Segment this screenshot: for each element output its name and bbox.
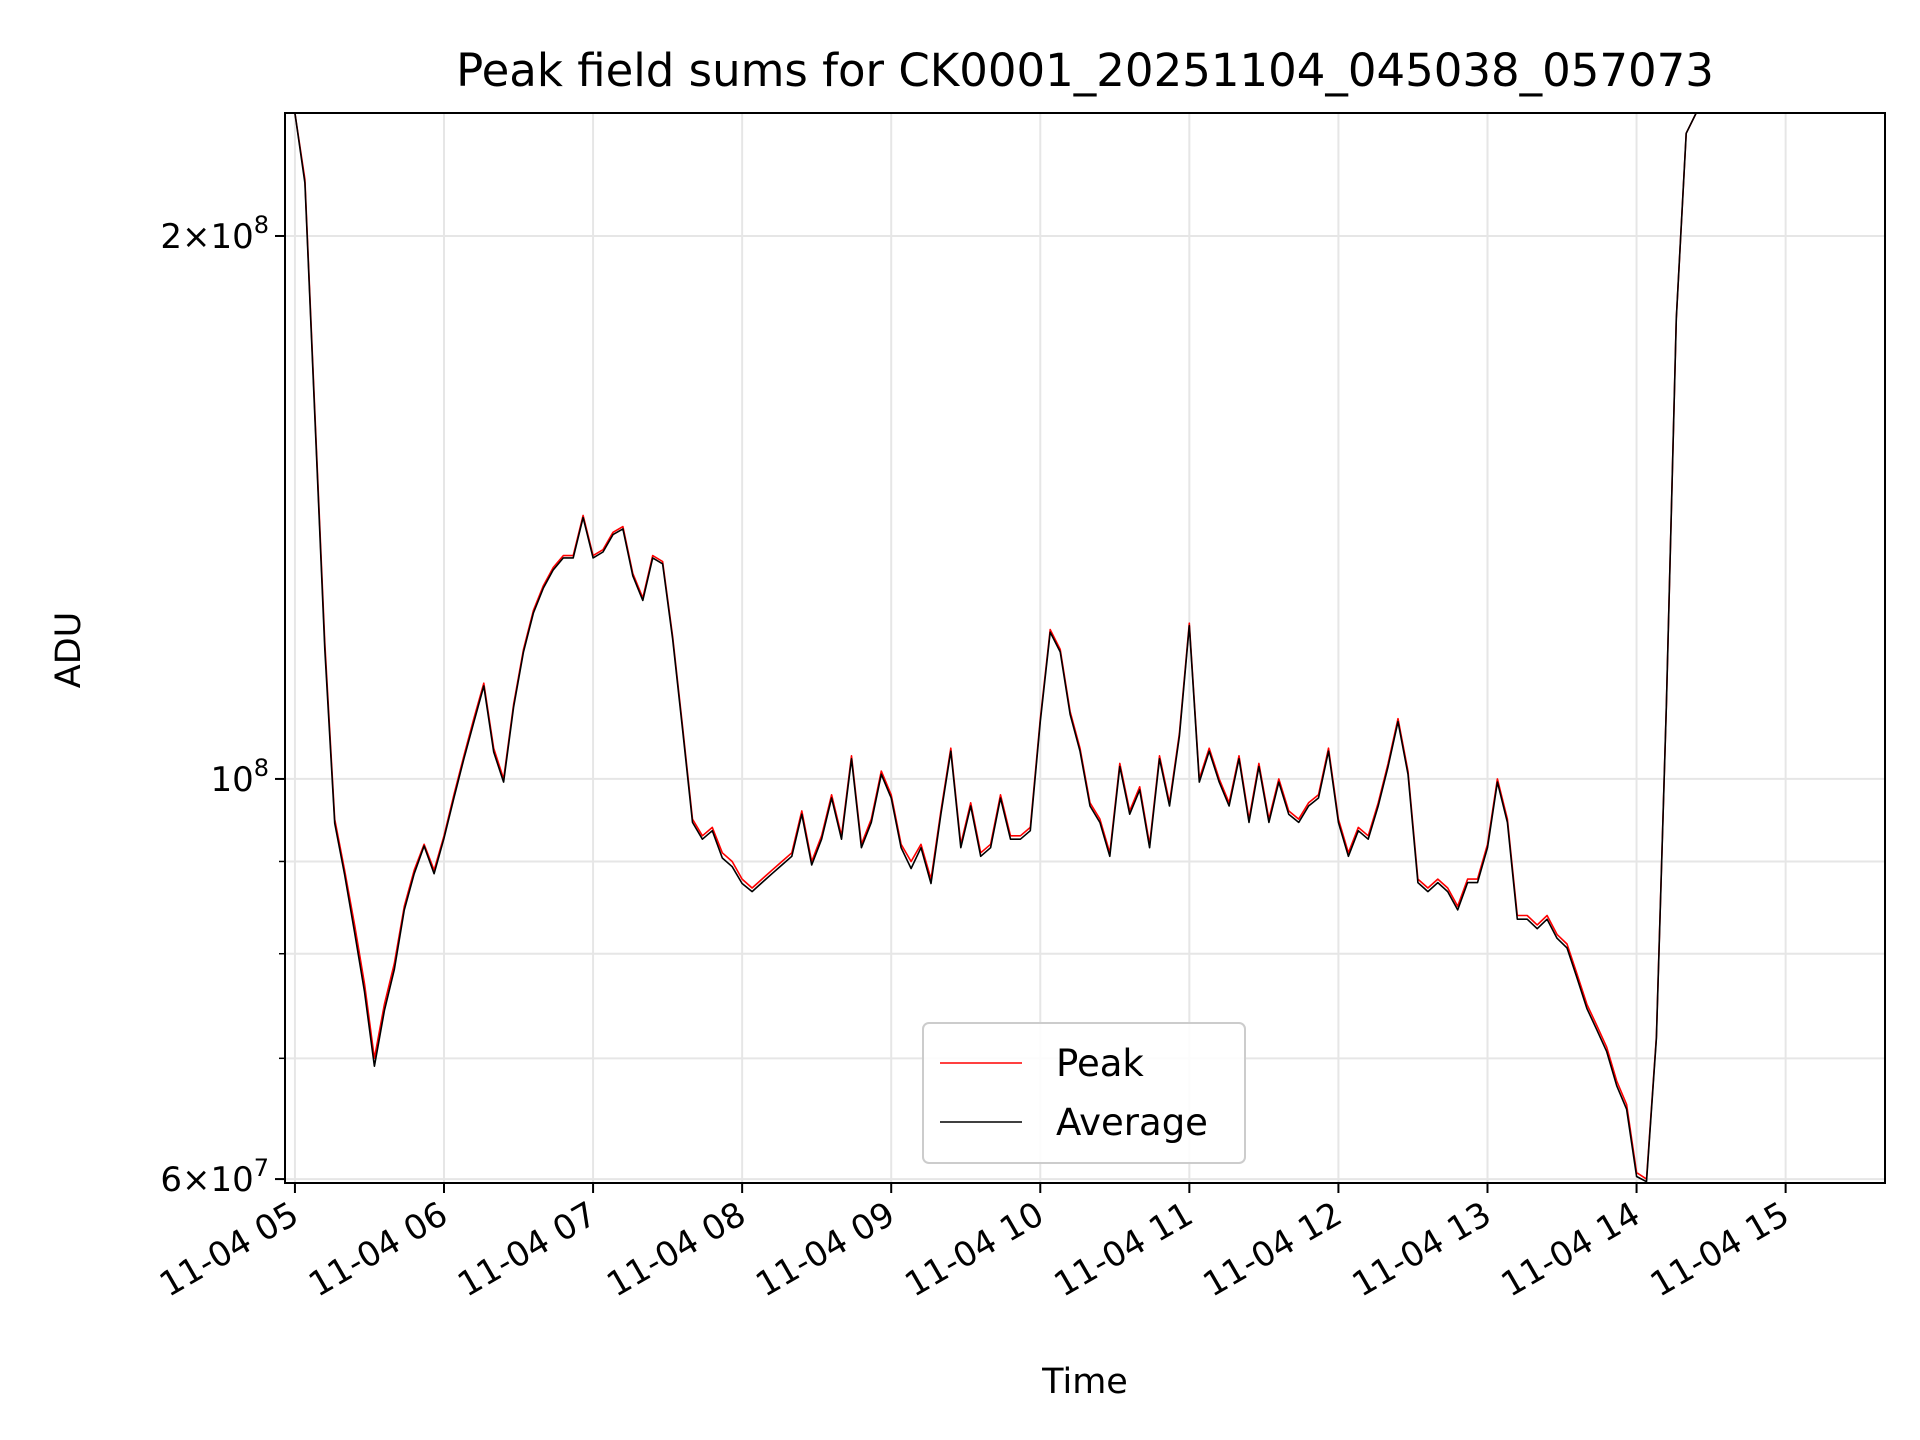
y-tick-label: 2×108 — [160, 211, 269, 257]
legend-label-peak: Peak — [1056, 1042, 1144, 1085]
chart-title: Peak field sums for CK0001_20251104_0450… — [456, 44, 1714, 97]
series-lines — [285, 112, 1707, 1183]
legend-label-average: Average — [1056, 1101, 1208, 1144]
x-axis-label: Time — [1041, 1362, 1128, 1402]
y-tick-label: 6×107 — [160, 1154, 269, 1200]
y-axis-label: ADU — [49, 612, 89, 689]
series-line-average — [285, 112, 1707, 1183]
y-tick-label: 108 — [210, 754, 269, 800]
y-axis-ticks: 6×107 108 2×108 — [160, 211, 285, 1200]
legend: Peak Average — [922, 1022, 1246, 1164]
gridlines — [285, 113, 1885, 1183]
plot-frame — [284, 112, 1886, 1184]
legend-box — [922, 1022, 1246, 1164]
